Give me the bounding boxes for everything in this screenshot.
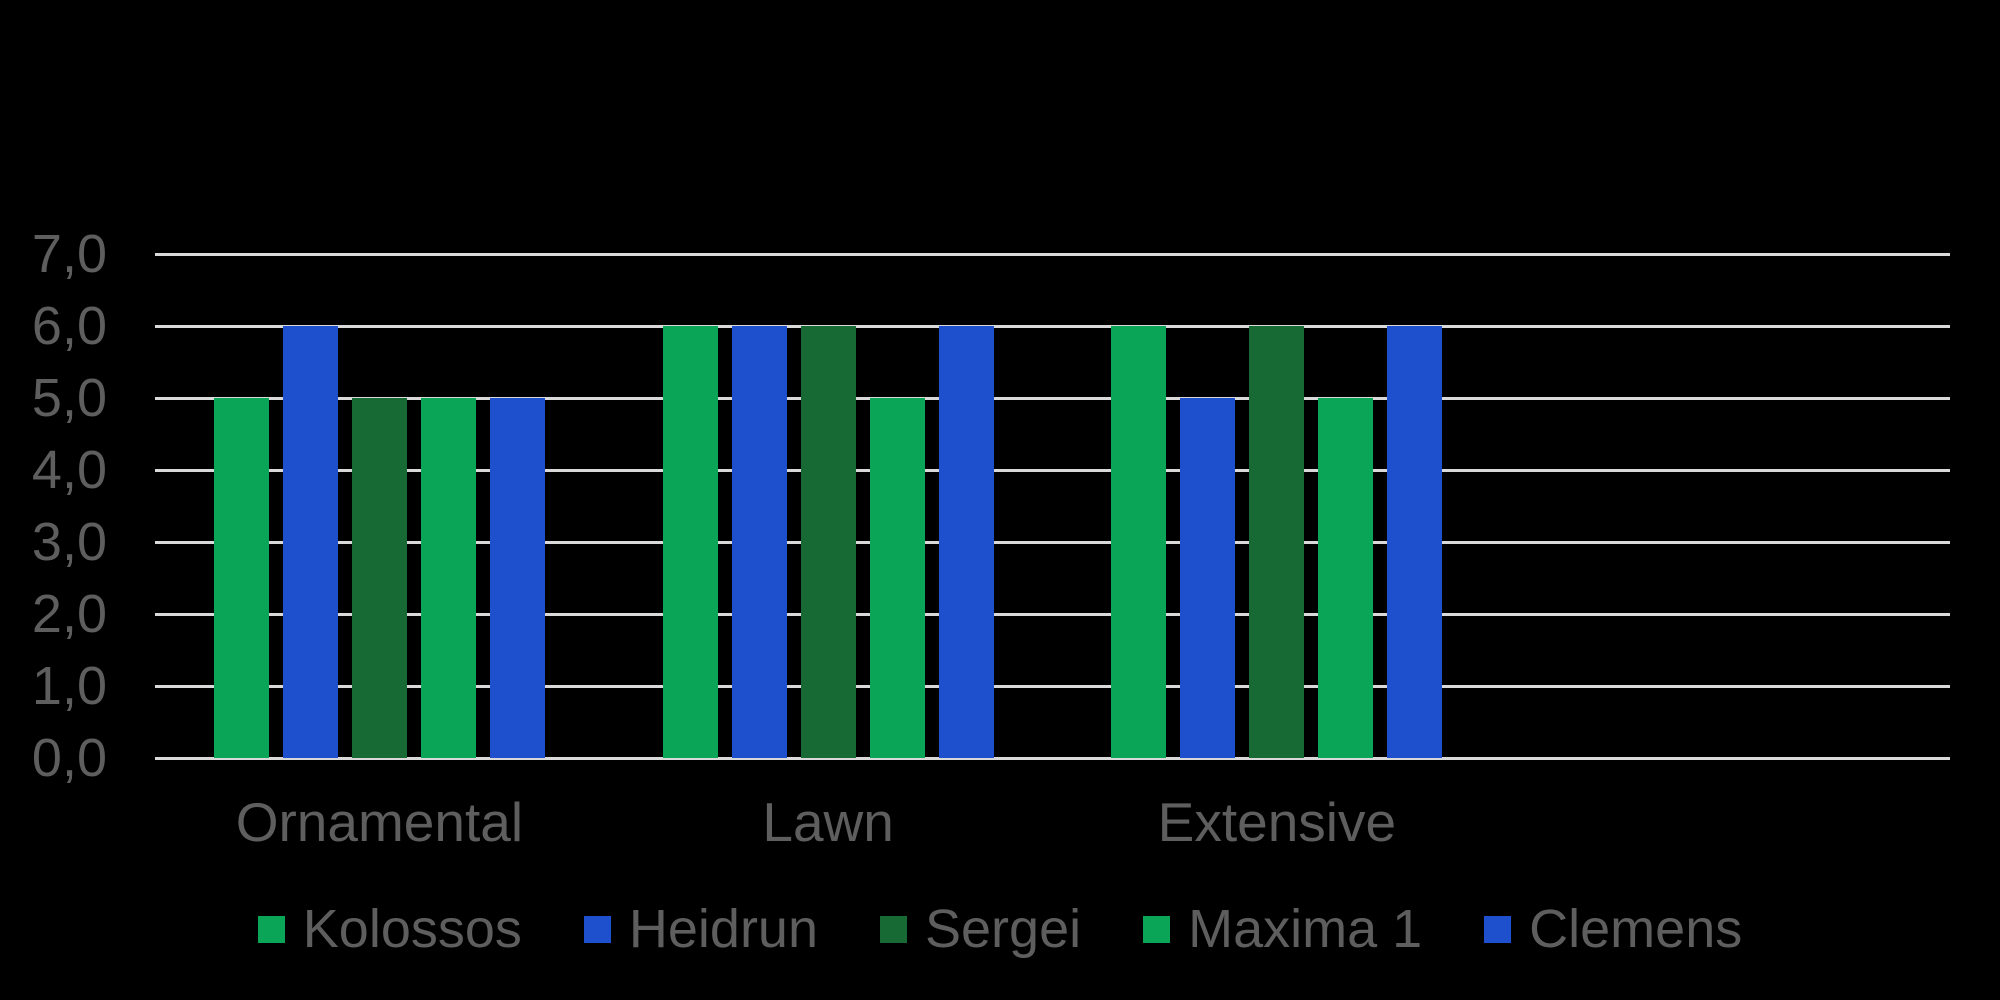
gridline-3 (155, 540, 1950, 544)
bar-sergei-lawn (800, 326, 856, 758)
gridline-5 (155, 396, 1950, 400)
y-tick-label-5-0: 5,0 (31, 368, 107, 428)
x-category-label-lawn: Lawn (762, 791, 894, 853)
gridline-1 (155, 684, 1950, 688)
legend-item-sergei: Sergei (880, 902, 1081, 956)
y-tick-label-2-0: 2,0 (31, 584, 107, 644)
bar-maxima-1-extensive (1318, 398, 1374, 758)
bar-clemens-lawn (938, 326, 994, 758)
x-category-label-extensive: Extensive (1157, 791, 1397, 853)
gridline-2 (155, 612, 1950, 616)
y-tick-label-0-0: 0,0 (31, 728, 107, 788)
legend-label-sergei: Sergei (925, 899, 1082, 959)
legend: Kolossos Heidrun Sergei Maxima 1 Clemens (0, 893, 2000, 965)
legend-label-clemens: Clemens (1529, 899, 1743, 959)
y-tick-label-7-0: 7,0 (31, 224, 107, 284)
legend-item-heidrun: Heidrun (583, 899, 818, 959)
bar-maxima-1-lawn (869, 398, 925, 758)
legend-item-clemens: Clemens (1484, 902, 1742, 956)
legend-swatch-heidrun (583, 915, 611, 943)
legend-label-heidrun: Heidrun (628, 899, 818, 959)
gridline-6 (155, 324, 1950, 328)
bar-kolossos-ornamental (213, 398, 269, 758)
y-tick-label-1-0: 1,0 (31, 656, 107, 716)
legend-swatch-clemens (1484, 915, 1512, 943)
bar-heidrun-ornamental (282, 326, 338, 758)
bar-kolossos-extensive (1111, 326, 1167, 758)
bar-heidrun-extensive (1180, 398, 1236, 758)
bar-clemens-extensive (1387, 326, 1443, 758)
legend-swatch-kolossos (257, 915, 285, 943)
bar-kolossos-lawn (662, 326, 718, 758)
bar-maxima-1-ornamental (420, 398, 476, 758)
bar-heidrun-lawn (731, 326, 787, 758)
legend-item-maxima-1: Maxima 1 (1143, 902, 1422, 956)
bar-sergei-extensive (1249, 326, 1305, 758)
x-category-label-ornamental: Ornamental (235, 791, 524, 853)
x-axis-baseline (155, 756, 1950, 760)
gridline-7 (155, 252, 1950, 256)
bar-clemens-ornamental (489, 398, 545, 758)
y-tick-label-4-0: 4,0 (31, 440, 107, 500)
legend-swatch-sergei (880, 915, 907, 943)
y-tick-label-6-0: 6,0 (31, 296, 107, 356)
y-tick-label-3-0: 3,0 (31, 512, 107, 572)
legend-swatch-maxima-1 (1143, 915, 1171, 943)
legend-item-kolossos: Kolossos (257, 899, 522, 959)
bar-sergei-ornamental (351, 398, 407, 758)
legend-label-maxima-1: Maxima 1 (1188, 899, 1423, 959)
legend-label-kolossos: Kolossos (302, 899, 522, 959)
gridline-4 (155, 468, 1950, 472)
